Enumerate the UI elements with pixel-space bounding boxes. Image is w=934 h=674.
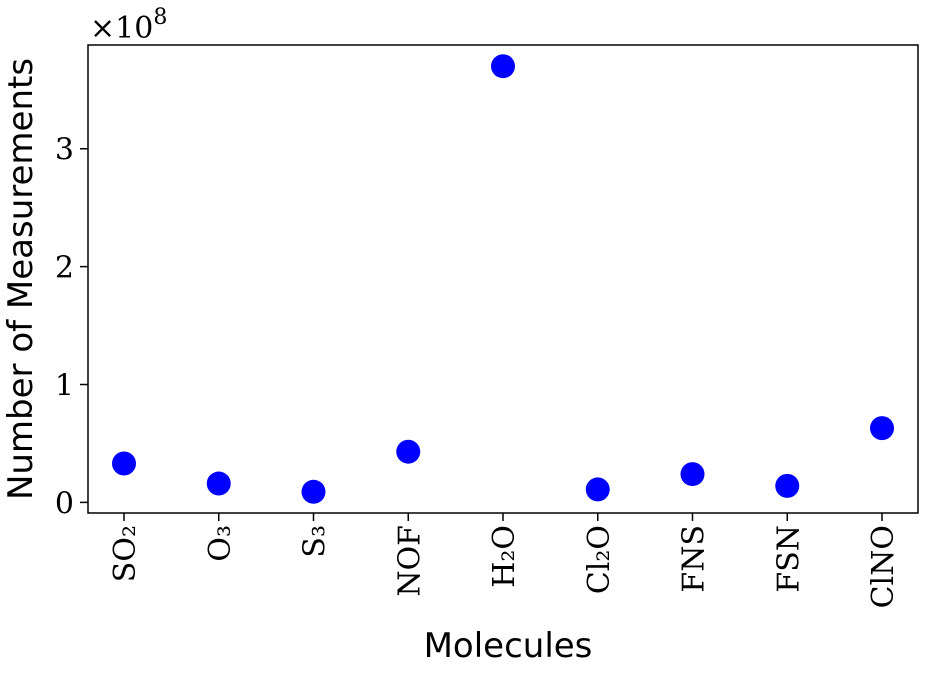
plot-frame — [87, 44, 919, 514]
x-tick-label: ClNO — [866, 525, 901, 608]
x-tick-label: SO₂ — [108, 525, 143, 582]
y-scale-exponent: 8 — [153, 5, 167, 30]
point — [396, 439, 421, 464]
point — [112, 451, 136, 476]
point — [206, 471, 231, 496]
y-tick-label: 0 — [55, 486, 74, 521]
point — [680, 462, 705, 487]
x-tick-label: S₃ — [298, 525, 333, 558]
y-tick-label: 1 — [55, 369, 74, 404]
point — [491, 54, 515, 79]
y-tick-label: 2 — [55, 251, 74, 286]
point — [870, 416, 894, 441]
x-tick-label: NOF — [392, 525, 427, 597]
point — [585, 477, 610, 502]
x-axis-label: Molecules — [424, 626, 593, 666]
x-tick-label: O₃ — [203, 525, 238, 562]
point — [775, 473, 800, 498]
point — [301, 479, 326, 504]
y-axis-label: Number of Measurements — [1, 58, 41, 500]
x-tick-label: H₂O — [487, 525, 522, 588]
x-tick-label: Cl₂O — [582, 525, 617, 594]
y-tick-label: 3 — [55, 133, 74, 168]
x-tick-label: FSN — [771, 525, 806, 593]
x-tick-label: FNS — [677, 525, 712, 593]
y-scale-base: ×10 — [90, 11, 153, 46]
y-scale-label: ×108 — [90, 5, 167, 46]
